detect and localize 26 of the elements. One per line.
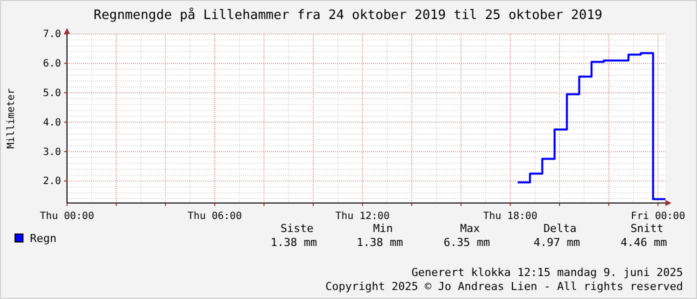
chart-title: Regnmengde på Lillehammer fra 24 oktober 2019 til 25 oktober 2019 xyxy=(94,7,602,23)
text: Snitt xyxy=(630,222,664,235)
text: Copyright 2025 © Jo Andreas Lien - All rights reserved xyxy=(325,280,683,293)
text: Max xyxy=(460,222,480,235)
text: 6.35 mm xyxy=(444,236,490,249)
legend-label: Regn xyxy=(30,232,56,245)
text: Delta xyxy=(543,222,577,235)
y-tick-label: 7.0 xyxy=(42,29,61,40)
y-tick-label: 6.0 xyxy=(42,58,61,70)
text: 1.38 mm xyxy=(270,236,318,249)
text: Min xyxy=(373,222,393,235)
x-tick-label: Thu 18:00 xyxy=(483,211,538,222)
x-tick-label: Thu 00:00 xyxy=(40,211,94,222)
text: Siste xyxy=(280,222,314,235)
text: Generert klokka 12:15 mandag 9. juni 2025 xyxy=(411,266,683,279)
text: 4.46 mm xyxy=(620,236,668,249)
y-tick-label: 5.0 xyxy=(42,88,61,99)
x-tick-label: Thu 12:00 xyxy=(335,211,390,222)
y-tick-label: 3.0 xyxy=(42,146,61,158)
y-tick-label: 4.0 xyxy=(42,117,61,128)
y-axis-title: Millimeter xyxy=(6,88,17,149)
text: 4.97 mm xyxy=(534,236,580,249)
y-tick-label: 2.0 xyxy=(42,176,61,188)
text: 1.38 mm xyxy=(356,236,404,249)
x-tick-label: Fri 00:00 xyxy=(630,211,686,222)
x-tick-label: Thu 06:00 xyxy=(188,211,242,222)
